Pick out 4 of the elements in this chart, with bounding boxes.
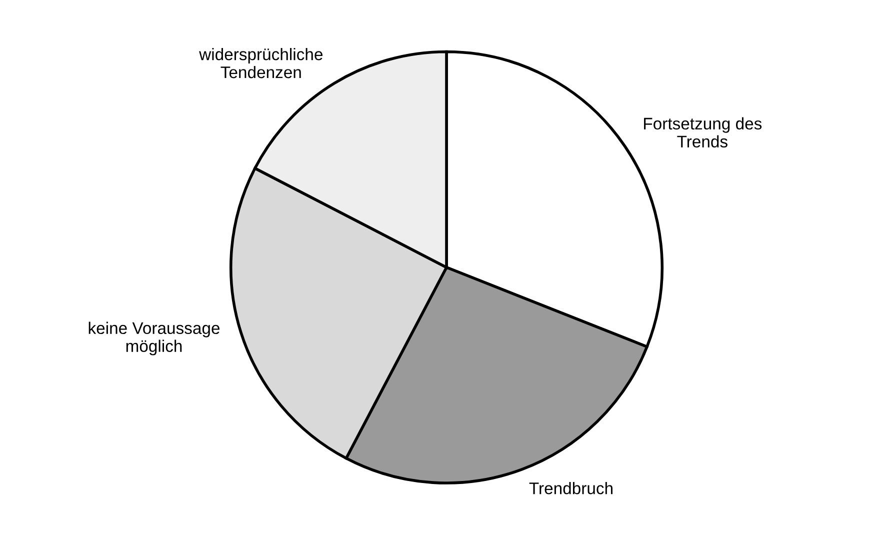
slice-label: Fortsetzung des Trends — [644, 117, 762, 148]
slice-label: widersprüchliche Tendenzen — [199, 48, 322, 78]
slice-label: Trendbruch — [529, 482, 612, 494]
slice-label: keine Voraussage möglich — [88, 322, 220, 356]
